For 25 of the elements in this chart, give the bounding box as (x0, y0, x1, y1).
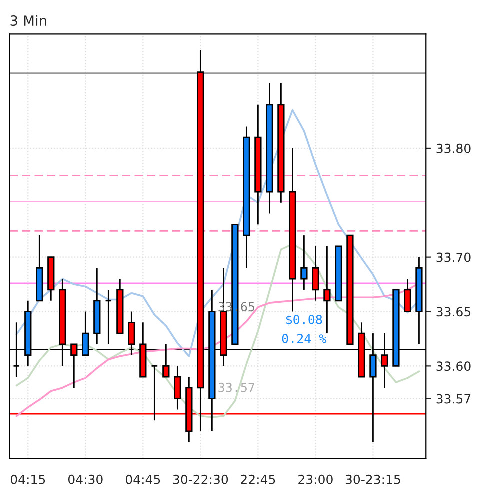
line-series (16, 243, 420, 418)
annotation: 33.57 (218, 382, 255, 392)
annotation: $0.08 (286, 314, 322, 326)
x-tick-label: 04:15 (10, 474, 46, 484)
candlestick (404, 278, 412, 312)
x-tick-label: 23:00 (298, 474, 333, 484)
annotation: 0.24 % (282, 334, 326, 344)
y-tick-label: 33.80 (436, 144, 471, 154)
candlestick (174, 365, 182, 410)
candlestick (300, 234, 308, 291)
x-tick-label: 04:30 (68, 474, 103, 484)
candlestick (162, 344, 170, 378)
y-tick-label: 33.60 (436, 362, 471, 372)
y-tick-label: 33.57 (436, 394, 471, 404)
y-tick-label: 33.65 (436, 307, 471, 317)
y-tick-label: 33.70 (436, 252, 471, 262)
candlestick (151, 365, 158, 422)
x-tick-label: 22:45 (241, 474, 276, 484)
chart-title: 3 Min (10, 15, 46, 26)
candlestick (324, 246, 331, 334)
x-tick-label: 04:45 (126, 474, 160, 484)
candlestick (312, 246, 320, 302)
x-tick-label: 30-22:30 (173, 474, 228, 484)
candlestick (105, 289, 112, 346)
x-tick-label: 30-23:15 (346, 474, 400, 484)
